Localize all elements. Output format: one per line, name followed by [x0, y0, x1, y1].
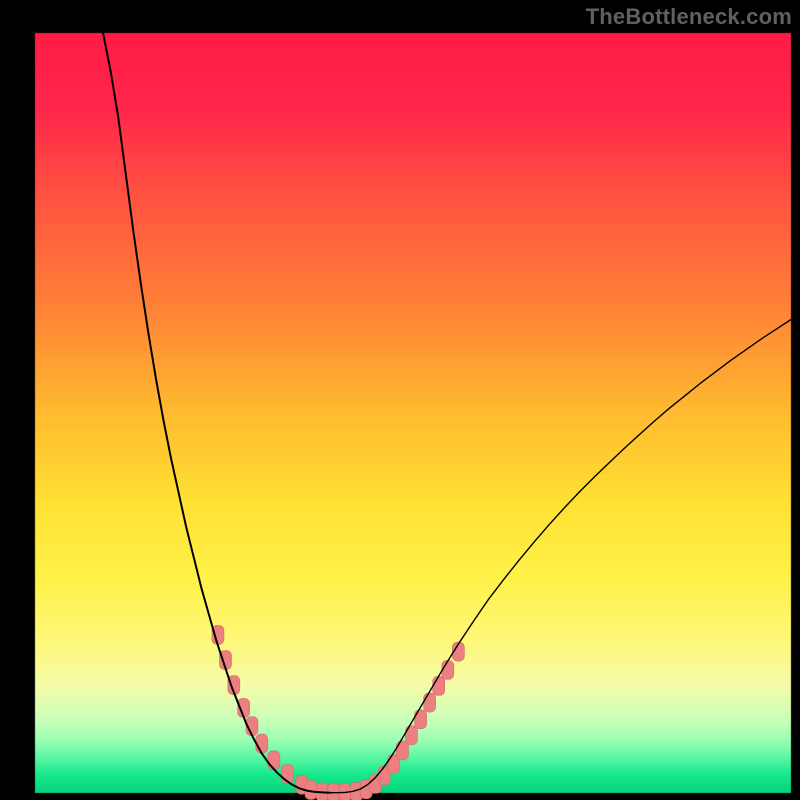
chart-canvas: [0, 0, 800, 800]
chart-stage: TheBottleneck.com: [0, 0, 800, 800]
watermark-text: TheBottleneck.com: [586, 4, 792, 30]
